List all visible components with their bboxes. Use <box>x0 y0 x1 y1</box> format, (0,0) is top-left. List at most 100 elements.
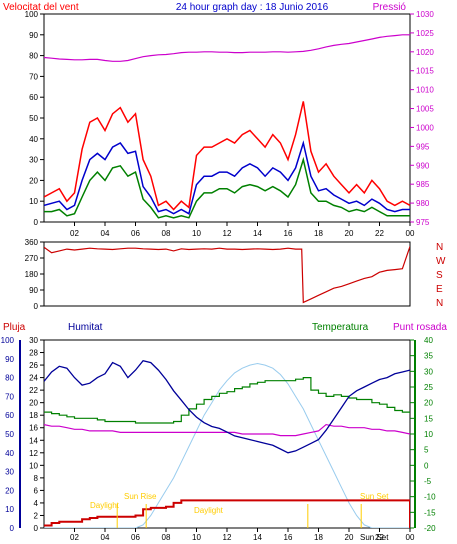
humidity-tick-label: 30 <box>5 468 14 477</box>
wind-time-label: 10 <box>192 229 201 238</box>
wind-tick-label: 70 <box>29 72 38 81</box>
rain-tick-label: 6 <box>34 486 39 495</box>
direction-tick-label: 270 <box>25 254 39 263</box>
sun-elevation-curve <box>44 362 410 528</box>
direction-series <box>44 246 410 304</box>
wind-time-label: 02 <box>70 229 79 238</box>
temp-tick-label: 40 <box>424 336 433 345</box>
wind-time-label: 04 <box>101 229 110 238</box>
temperature-label: Temperatura <box>312 322 369 333</box>
wind-direction-panel <box>43 241 411 307</box>
pressure-tick-label: 985 <box>416 180 430 189</box>
sunset-axis-label: Sun Set <box>360 533 389 542</box>
temp-time-label: 08 <box>162 533 171 542</box>
pressure-line <box>44 34 410 62</box>
wind-time-label: 20 <box>345 229 354 238</box>
temp-tick-label: 20 <box>424 399 433 408</box>
direction-tick-label: 180 <box>25 270 39 279</box>
humidity-tick-label: 40 <box>5 449 14 458</box>
rain-tick-label: 0 <box>34 524 39 533</box>
rain-tick-label: 4 <box>34 499 39 508</box>
rain-line <box>44 499 410 528</box>
sunrise-event-label: Sun Rise <box>124 492 157 501</box>
humidity-tick-label: 10 <box>5 505 14 514</box>
wind-tick-label: 80 <box>29 52 38 61</box>
humidity-tick-label: 60 <box>5 411 14 420</box>
temp-tick-label: 0 <box>424 461 429 470</box>
temp-time-label: 10 <box>192 533 201 542</box>
wind-pressure-panel <box>43 13 411 223</box>
temp-tick-label: 10 <box>424 430 433 439</box>
rain-label: Pluja <box>3 322 26 333</box>
direction-tick-label: 0 <box>34 302 39 311</box>
wind-time-label: 12 <box>223 229 232 238</box>
humidity-tick-label: 0 <box>10 524 15 533</box>
temp-tick-label: 5 <box>424 446 429 455</box>
direction-tick-label: 360 <box>25 238 39 247</box>
wind-series <box>44 34 410 219</box>
temperature-line <box>44 377 410 424</box>
rain-tick-label: 26 <box>29 361 38 370</box>
daylight-event-label: Daylight <box>90 501 120 510</box>
compass-label: N <box>436 298 443 309</box>
wind-time-label: 00 <box>406 229 415 238</box>
pressure-tick-label: 1010 <box>416 86 434 95</box>
rain-tick-label: 16 <box>29 424 38 433</box>
rain-tick-label: 10 <box>29 461 38 470</box>
compass-label: W <box>436 256 446 267</box>
rain-tick-label: 18 <box>29 411 38 420</box>
temp-tick-label: -10 <box>424 493 436 502</box>
direction-line <box>44 246 410 304</box>
wind-gust-line <box>44 101 410 211</box>
dewpoint-label: Punt rosada <box>393 322 447 333</box>
rain-tick-label: 22 <box>29 386 38 395</box>
humidity-tick-label: 80 <box>5 374 14 383</box>
rain-tick-label: 2 <box>34 511 39 520</box>
wind-average-line <box>44 140 410 215</box>
wind-time-axis: 02 04 06 08 10 12 14 16 18 20 22 00 <box>70 222 415 238</box>
temp-tick-label: 15 <box>424 414 433 423</box>
wind-time-label: 16 <box>284 229 293 238</box>
wind-time-label: 14 <box>253 229 262 238</box>
temp-time-label: 18 <box>314 533 323 542</box>
temp-time-label: 04 <box>101 533 110 542</box>
temp-time-label: 06 <box>131 533 140 542</box>
wind-minimum-line <box>44 156 410 219</box>
pressure-tick-label: 1020 <box>416 48 434 57</box>
wind-time-label: 06 <box>131 229 140 238</box>
pressure-tick-label: 1015 <box>416 67 434 76</box>
pressure-axis: 975 980 985 990 995 1000 1005 1010 1015 1020 1025 1… <box>410 10 434 227</box>
pressure-tick-label: 995 <box>416 142 430 151</box>
wind-tick-label: 30 <box>29 156 38 165</box>
compass-label: S <box>436 270 443 281</box>
humidity-line <box>44 359 410 454</box>
rain-tick-label: 20 <box>29 399 38 408</box>
graph-title: 24 hour graph day : 18 Junio 2016 <box>176 2 329 13</box>
pressure-tick-label: 1025 <box>416 29 434 38</box>
temp-tick-label: 35 <box>424 352 433 361</box>
wind-time-label: 22 <box>375 229 384 238</box>
sunset-event-label: Sun Set <box>360 492 389 501</box>
pressure-tick-label: 975 <box>416 218 430 227</box>
rain-tick-label: 28 <box>29 349 38 358</box>
wind-tick-label: 40 <box>29 135 38 144</box>
wind-tick-label: 0 <box>34 218 39 227</box>
temperature-axis: -20 -15 -10 -5 0 5 10 15 20 25 30 35 40 <box>410 336 436 533</box>
temp-tick-label: 25 <box>424 383 433 392</box>
rain-tick-label: 14 <box>29 436 38 445</box>
rain-tick-label: 30 <box>29 336 38 345</box>
rain-tick-label: 8 <box>34 474 39 483</box>
rain-tick-label: 24 <box>29 374 38 383</box>
pressure-tick-label: 990 <box>416 161 430 170</box>
daylight-event-label-2: Daylight <box>194 506 224 515</box>
humidity-tick-label: 100 <box>1 336 15 345</box>
pressure-label: Pressió <box>373 2 407 13</box>
temp-time-label: 12 <box>223 533 232 542</box>
temp-time-label: 02 <box>70 533 79 542</box>
humidity-label: Humitat <box>68 322 103 333</box>
compass-label: E <box>436 284 443 295</box>
pressure-tick-label: 1030 <box>416 10 434 19</box>
